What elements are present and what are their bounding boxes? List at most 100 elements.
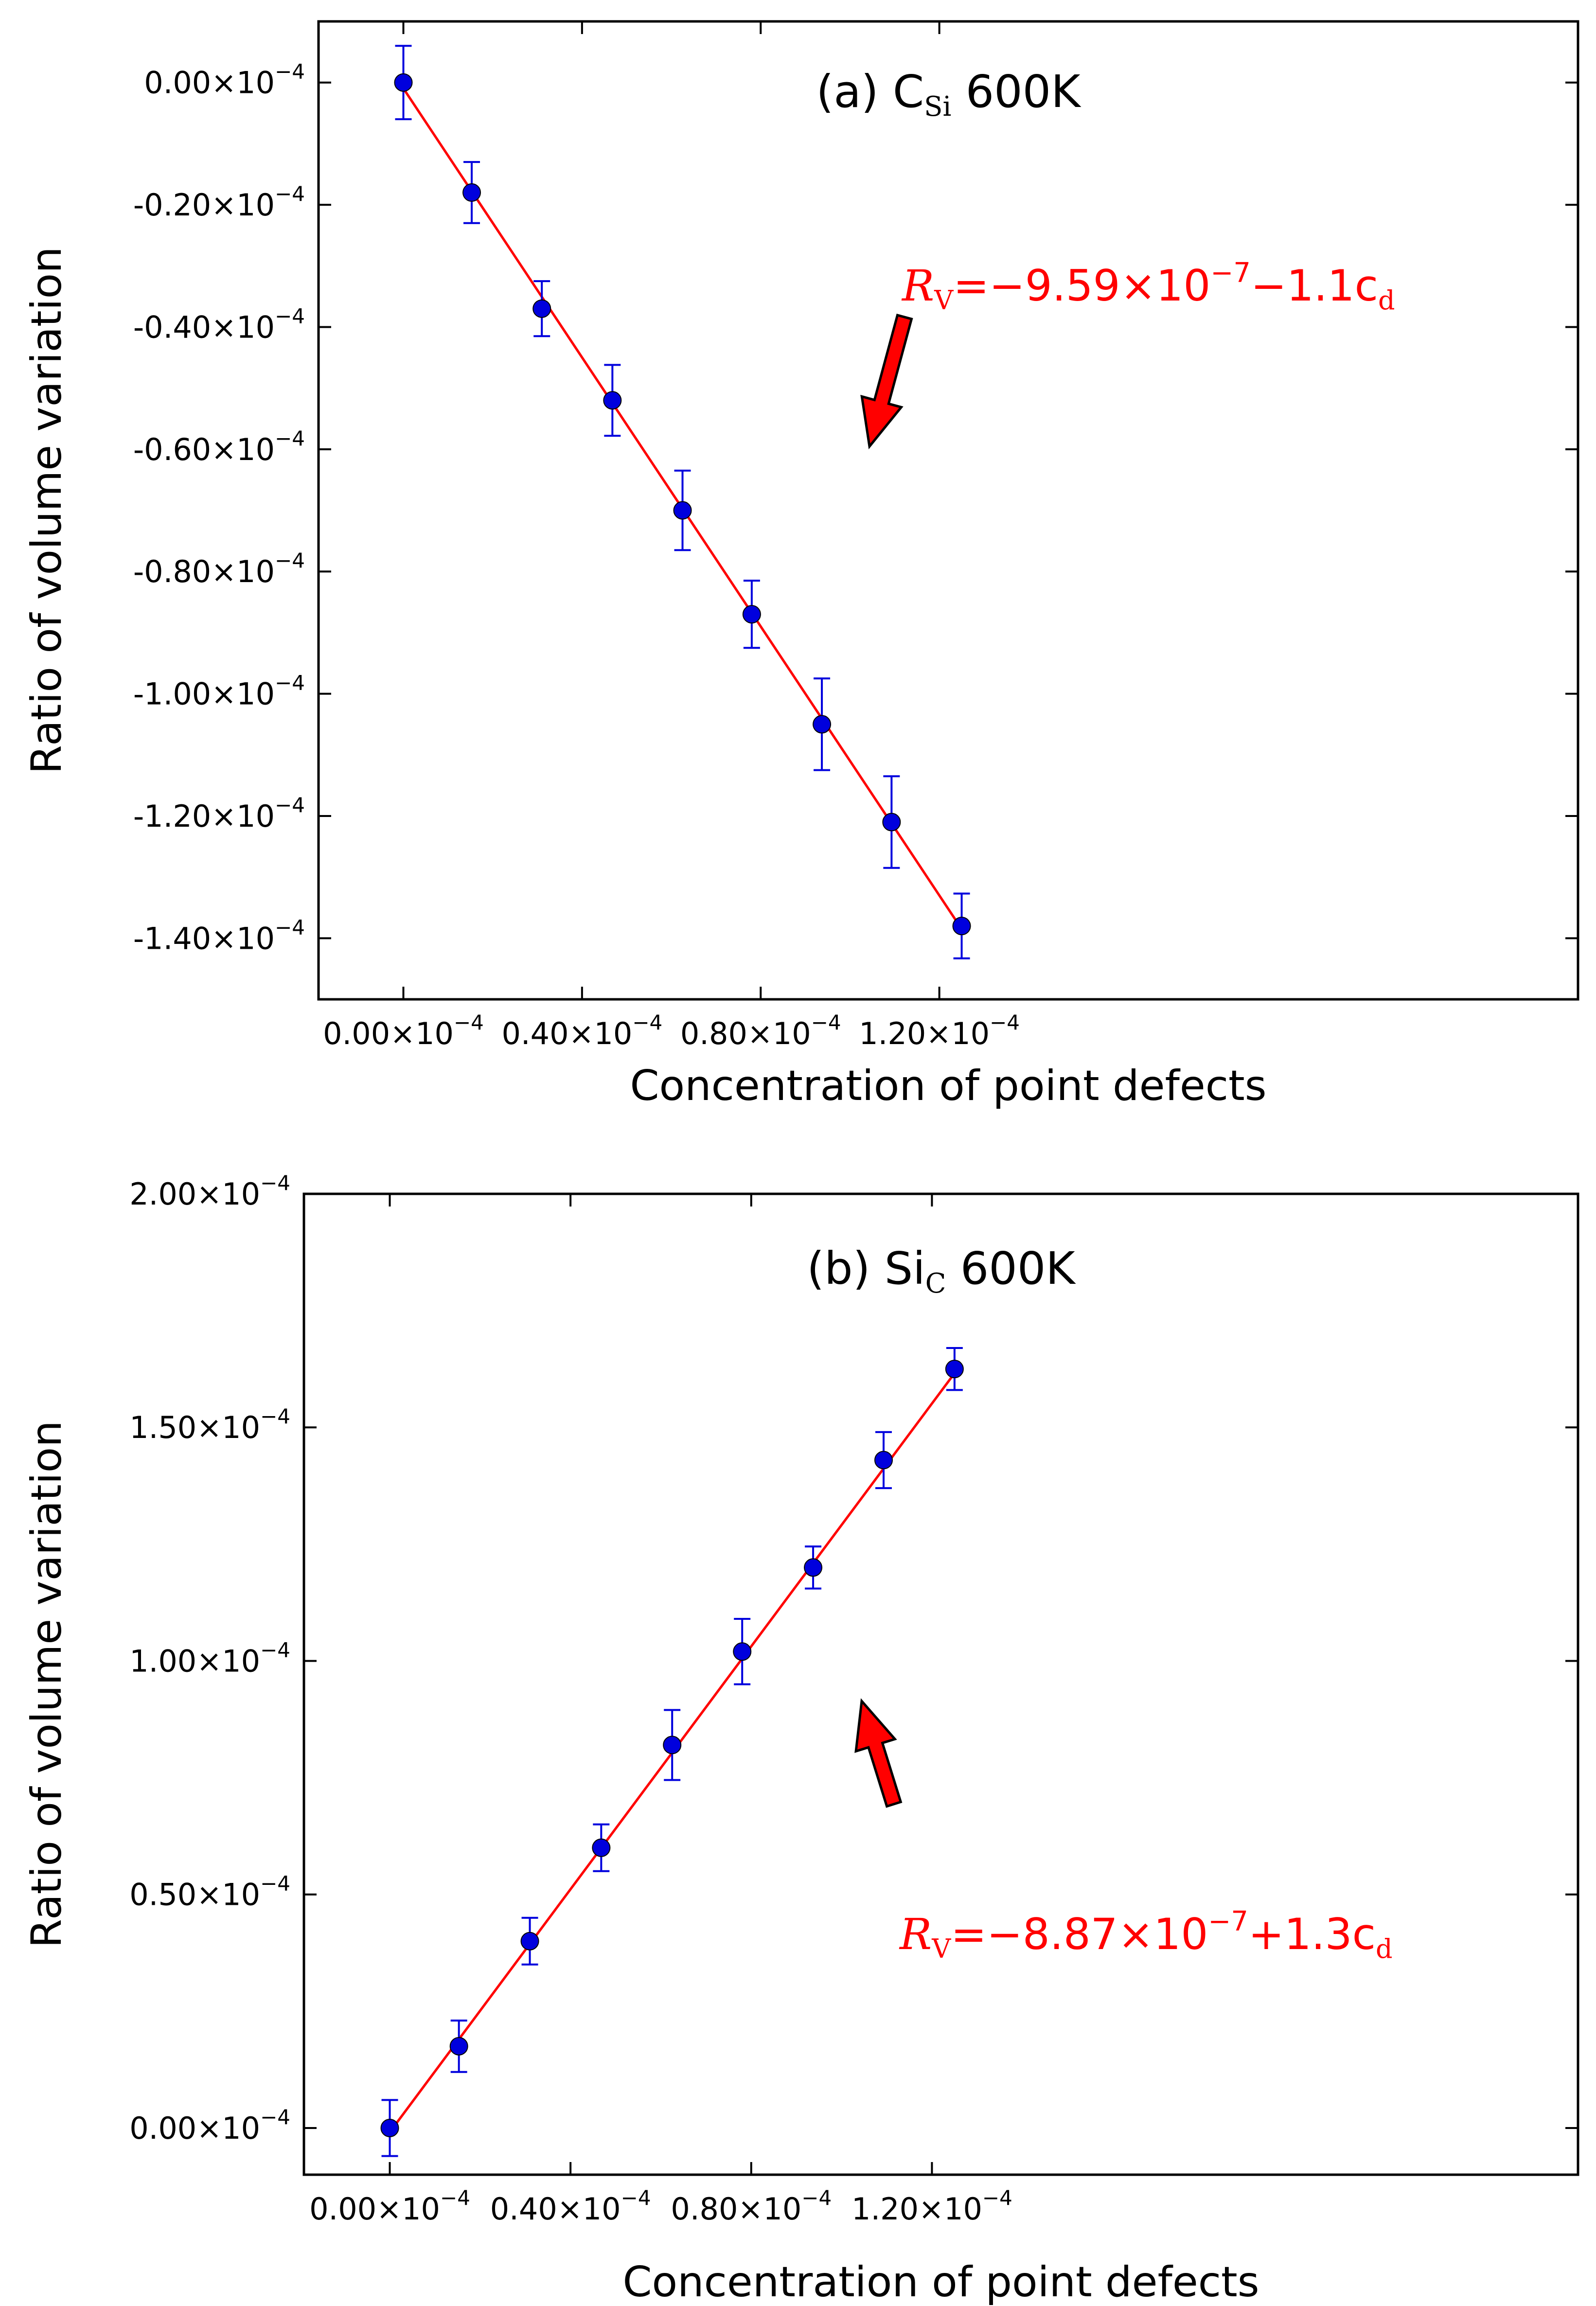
y-tick-label-exponent: −4 <box>260 1872 290 1896</box>
fit-equation-symbol: R <box>901 261 934 311</box>
x-tick-label: 0.00×10−4 <box>309 2186 470 2227</box>
y-tick-label-mantissa: 0.50×10 <box>129 1877 260 1913</box>
y-tick-label-exponent: −4 <box>275 915 305 939</box>
panel-a-chart: 0.00×10−4 0.40×10−4 0.80×10−4 1.20×10−40.00… <box>22 20 1579 1110</box>
y-tick-label-mantissa: -0.20×10 <box>133 187 275 223</box>
fit-equation-tail: −1.1c <box>1251 261 1378 311</box>
y-tick-label-mantissa: -1.40×10 <box>133 921 275 956</box>
fit-equation-tail-subscript: d <box>1378 285 1395 316</box>
x-tick-label-exponent: −4 <box>632 1011 662 1034</box>
y-tick-label: 2.00×10−4 <box>129 1171 290 1212</box>
x-tick-label-mantissa: 0.40×10 <box>501 1016 632 1051</box>
y-tick-label: -0.20×10−4 <box>133 182 305 223</box>
y-tick-label-mantissa: -0.40×10 <box>133 309 275 345</box>
y-tick-label: 0.00×10−4 <box>144 60 305 101</box>
data-point <box>952 917 971 936</box>
y-tick-label-mantissa: -1.20×10 <box>133 798 275 834</box>
x-tick-label-exponent: −4 <box>982 2186 1012 2210</box>
x-tick-label: 0.40×10−4 <box>501 1011 662 1051</box>
x-tick-label: 0.00×10−4 <box>323 1011 484 1051</box>
x-tick-label-exponent: −4 <box>440 2186 470 2210</box>
x-tick-label-mantissa: 0.80×10 <box>671 2191 801 2227</box>
panel-b-chart: 0.00×10−4 0.40×10−4 0.80×10−4 1.20×10−40.00… <box>22 1171 1579 2306</box>
y-tick-label-exponent: −4 <box>275 793 305 817</box>
y-tick-label-exponent: −4 <box>275 426 305 450</box>
y-tick-label-exponent: −4 <box>275 671 305 695</box>
fit-equation-symbol: R <box>899 1909 932 1959</box>
data-point <box>673 501 692 520</box>
panel-title-main: (b) Si <box>807 1242 925 1295</box>
x-tick-label-exponent: −4 <box>621 2186 651 2210</box>
panel-title-suffix: 600K <box>951 66 1082 118</box>
data-point <box>532 299 551 318</box>
y-tick-label-exponent: −4 <box>275 182 305 206</box>
data-point <box>603 391 622 410</box>
y-tick-label-exponent: −4 <box>260 1404 290 1428</box>
panel-title-suffix: 600K <box>946 1242 1077 1295</box>
data-point <box>394 73 413 92</box>
panel-title: (b) SiC 600K <box>807 1242 1076 1299</box>
panel-title-main: (a) C <box>816 66 924 118</box>
y-tick-label: 0.00×10−4 <box>129 2105 290 2146</box>
y-tick-label-mantissa: 2.00×10 <box>129 1176 260 1212</box>
fit-equation-tail-subscript: d <box>1376 1933 1393 1964</box>
y-tick-label: 1.50×10−4 <box>129 1404 290 1445</box>
plot-frame <box>302 1192 1579 2176</box>
panel-title-subscript: Si <box>924 91 951 123</box>
panel-title-subscript: C <box>925 1268 946 1299</box>
annotation-arrow <box>860 314 913 449</box>
fit-equation-exponent: −7 <box>1208 1906 1248 1937</box>
fit-equation: RV=−9.59×10−7−1.1cd <box>901 257 1395 316</box>
x-tick-label-exponent: −4 <box>990 1011 1020 1034</box>
x-axis-title: Concentration of point defects <box>630 1062 1266 1110</box>
y-tick-label: 0.50×10−4 <box>129 1872 290 1913</box>
y-tick-label-mantissa: -0.60×10 <box>133 432 275 467</box>
data-point <box>380 2118 399 2137</box>
x-tick-label-exponent: −4 <box>811 1011 841 1034</box>
annotation-arrow <box>854 1698 903 1808</box>
data-point <box>520 1932 539 1951</box>
y-tick-label: 1.00×10−4 <box>129 1638 290 1679</box>
fit-equation-tail: +1.3c <box>1248 1909 1376 1959</box>
x-tick-label-mantissa: 1.20×10 <box>859 1016 990 1051</box>
y-tick-label: -0.60×10−4 <box>133 426 305 467</box>
y-tick-label-exponent: −4 <box>275 304 305 328</box>
y-axis-title: Ratio of volume variation <box>22 1420 71 1948</box>
data-point <box>733 1642 752 1661</box>
x-tick-label-mantissa: 0.00×10 <box>323 1016 454 1051</box>
y-tick-label-mantissa: 1.50×10 <box>129 1410 260 1445</box>
x-tick-label: 0.80×10−4 <box>680 1011 841 1051</box>
y-tick-label-exponent: −4 <box>260 1638 290 1662</box>
data-point <box>663 1736 682 1755</box>
data-point <box>449 2037 468 2056</box>
x-tick-label: 1.20×10−4 <box>859 1011 1020 1051</box>
x-tick-label-mantissa: 0.40×10 <box>490 2191 621 2227</box>
x-tick-label-mantissa: 0.80×10 <box>680 1016 811 1051</box>
y-axis-title: Ratio of volume variation <box>22 247 71 774</box>
data-point <box>813 715 832 734</box>
y-tick-label: -1.00×10−4 <box>133 671 305 712</box>
fit-equation-body: =−8.87×10 <box>951 1909 1208 1959</box>
fit-equation-subscript: V <box>931 1933 951 1964</box>
fit-equation-body: =−9.59×10 <box>953 261 1210 311</box>
x-tick-label-mantissa: 0.00×10 <box>309 2191 440 2227</box>
y-tick-label: -1.20×10−4 <box>133 793 305 834</box>
fit-equation-exponent: −7 <box>1210 257 1251 289</box>
y-tick-label-mantissa: -0.80×10 <box>133 554 275 589</box>
plot-frame <box>317 20 1579 1001</box>
y-tick-label-mantissa: -1.00×10 <box>133 676 275 712</box>
x-tick-label: 0.40×10−4 <box>490 2186 651 2227</box>
panel-title: (a) CSi 600K <box>816 66 1082 123</box>
x-tick-label-mantissa: 1.20×10 <box>851 2191 982 2227</box>
y-tick-label-exponent: −4 <box>260 2105 290 2129</box>
fit-equation: RV=−8.87×10−7+1.3cd <box>899 1906 1393 1964</box>
y-tick-label-mantissa: 1.00×10 <box>129 1643 260 1679</box>
fit-equation-subscript: V <box>934 285 954 316</box>
y-tick-label-mantissa: 0.00×10 <box>129 2111 260 2146</box>
x-tick-label: 0.80×10−4 <box>671 2186 832 2227</box>
y-tick-label: -0.40×10−4 <box>133 304 305 345</box>
data-point <box>945 1360 964 1379</box>
x-tick-label-exponent: −4 <box>801 2186 832 2210</box>
y-tick-label-exponent: −4 <box>275 60 305 84</box>
y-tick-label: -0.80×10−4 <box>133 549 305 589</box>
